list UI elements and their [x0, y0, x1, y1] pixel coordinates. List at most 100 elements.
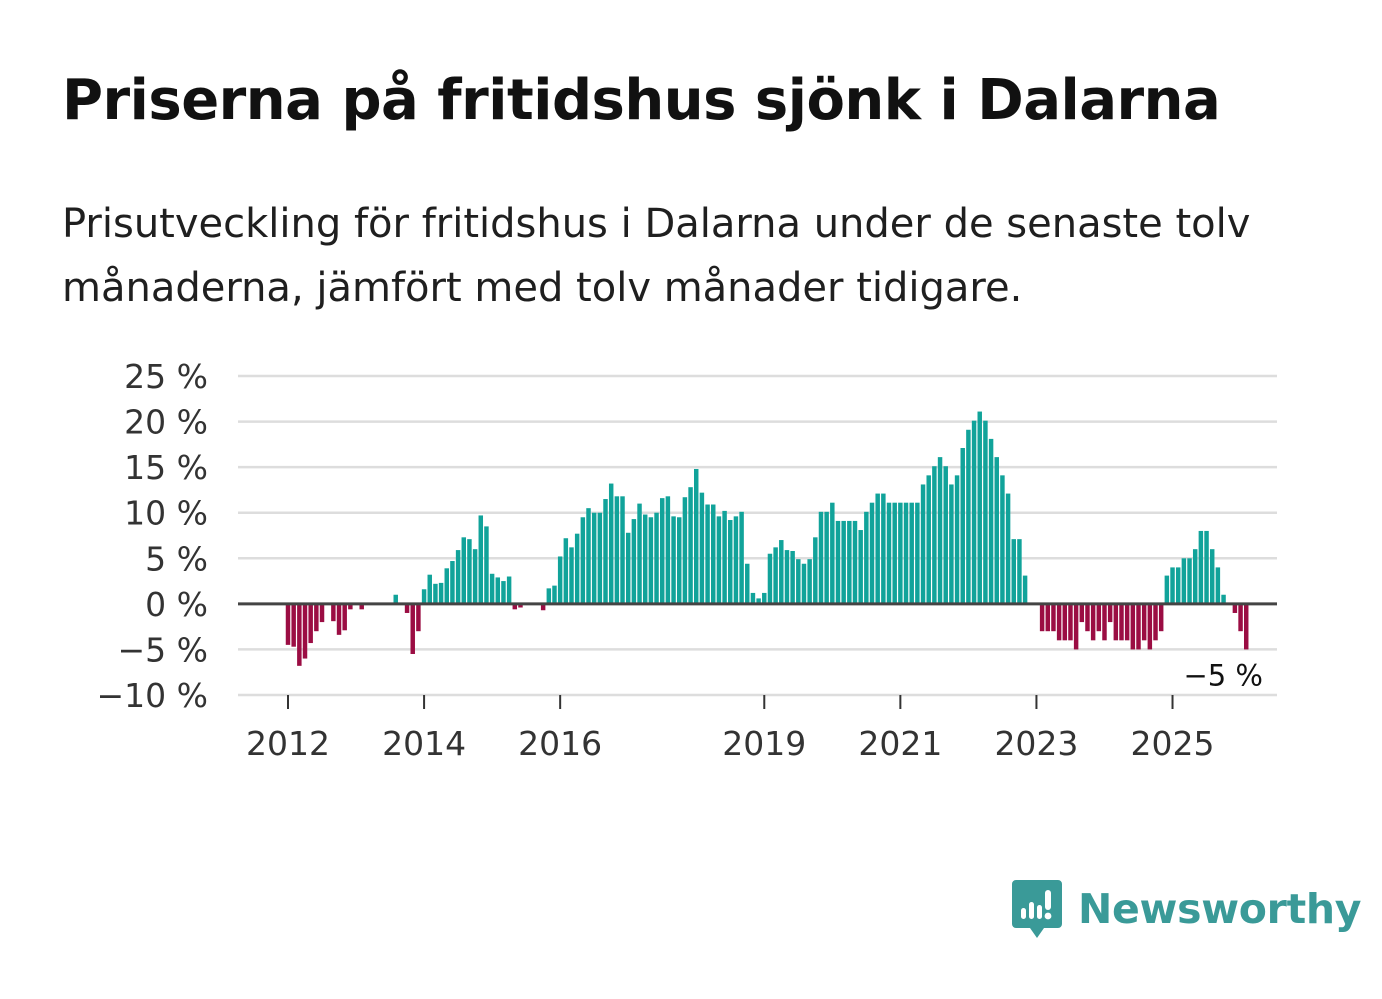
bar: [659, 498, 665, 604]
bar: [1187, 558, 1192, 604]
bar: [1056, 603, 1062, 641]
bar: [336, 603, 342, 635]
bar: [438, 582, 444, 604]
bar: [1005, 493, 1011, 604]
bar: [915, 502, 920, 604]
bar: [1232, 603, 1238, 613]
newsworthy-logo-icon: [1012, 880, 1062, 938]
bar: [1153, 603, 1158, 641]
bar: [671, 516, 676, 604]
bar: [1136, 603, 1141, 650]
bar: [830, 502, 835, 604]
bar: [864, 511, 869, 604]
bars: [285, 411, 1249, 666]
bar: [404, 603, 410, 613]
bar: [642, 514, 648, 604]
bar: [501, 581, 506, 604]
bar: [540, 603, 546, 611]
bar: [314, 603, 319, 632]
bar: [614, 496, 620, 604]
bar: [444, 568, 449, 604]
bar: [677, 517, 682, 604]
bar: [745, 563, 750, 604]
bar: [847, 520, 852, 604]
bar: [427, 574, 432, 604]
bar: [682, 497, 688, 604]
bar: [574, 533, 580, 604]
bar: [750, 592, 756, 604]
bar: [450, 561, 455, 604]
bar: [779, 540, 784, 604]
bar: [580, 517, 586, 604]
x-axis: 2012 2014 2016 2019 2021 2023 2025: [246, 695, 1215, 763]
y-tick-label: −10 %: [97, 676, 209, 715]
bar: [869, 502, 875, 604]
grid-lines: [238, 374, 1277, 697]
bar: [416, 603, 421, 632]
bar: [1085, 603, 1090, 632]
bar: [1130, 603, 1136, 650]
annotations: −5 %: [1183, 658, 1263, 692]
x-tick-label: 2014: [382, 724, 466, 763]
bar: [1181, 558, 1187, 604]
bar: [688, 487, 693, 604]
bar: [631, 519, 637, 604]
bar: [705, 504, 710, 604]
bar: [1215, 567, 1221, 604]
bar: [291, 603, 296, 647]
bar: [966, 429, 971, 604]
x-tick-label: 2023: [994, 724, 1078, 763]
bar: [1113, 603, 1119, 641]
bar: [898, 502, 903, 604]
bar: [1238, 603, 1243, 632]
brand-logo: Newsworthy: [1010, 878, 1361, 940]
bar: [591, 512, 597, 604]
bar: [949, 484, 954, 604]
last-value-label: −5 %: [1183, 658, 1263, 692]
bar: [1062, 603, 1068, 641]
bar: [1244, 603, 1249, 650]
bar: [620, 496, 625, 604]
bar: [824, 511, 829, 604]
bar: [1079, 603, 1085, 623]
bar: [977, 411, 982, 604]
x-tick-label: 2025: [1131, 724, 1215, 763]
bar: [1090, 603, 1096, 641]
bar: [790, 550, 795, 604]
bar: [960, 448, 965, 604]
bar: [728, 520, 733, 604]
bar: [1045, 603, 1051, 632]
bar: [348, 603, 353, 610]
bar: [841, 520, 846, 604]
bar: [654, 512, 659, 604]
bar: [994, 457, 999, 604]
chart-subtitle: Prisutveckling för fritidshus i Dalarna …: [62, 201, 1251, 311]
bar: [784, 550, 790, 604]
bar: [603, 499, 608, 604]
bar: [433, 583, 438, 604]
bar: [1051, 603, 1056, 632]
bar: [421, 589, 427, 604]
x-tick-label: 2012: [246, 724, 330, 763]
bar: [1107, 603, 1113, 623]
bar: [410, 603, 415, 654]
bar: [1204, 530, 1209, 604]
bar: [1022, 575, 1028, 604]
bar: [297, 603, 302, 666]
bar: [954, 475, 960, 604]
bar: [886, 502, 892, 604]
bar: [892, 502, 897, 604]
bar: [1170, 567, 1175, 604]
bar: [943, 466, 948, 604]
bar: [467, 539, 472, 604]
bar: [1164, 575, 1170, 604]
y-tick-label: 25 %: [124, 357, 208, 396]
y-axis-labels: 25 % 20 % 15 % 10 % 5 % 0 % −5 % −10 %: [97, 357, 209, 715]
bar: [1147, 603, 1153, 650]
bar: [665, 496, 671, 604]
bar: [1017, 539, 1022, 604]
bar: [773, 547, 778, 604]
y-tick-label: −5 %: [118, 630, 209, 669]
bar: [546, 588, 552, 604]
bar: [552, 585, 557, 604]
